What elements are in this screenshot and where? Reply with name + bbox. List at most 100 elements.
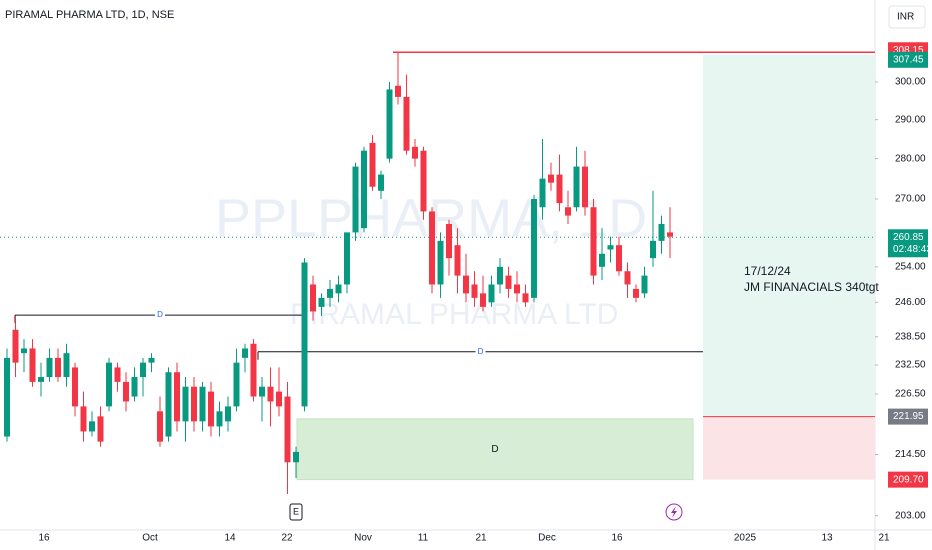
- event-bolt: [671, 506, 677, 518]
- candle-body: [89, 421, 95, 432]
- candle-body: [471, 284, 478, 298]
- price-badge: [888, 471, 928, 488]
- last-price-label: 260.85: [893, 232, 924, 243]
- price-badge: [888, 51, 928, 68]
- candle-body: [361, 150, 367, 229]
- candle-body: [437, 240, 444, 285]
- candle-body: [72, 367, 78, 407]
- currency-button[interactable]: [888, 5, 926, 29]
- candle-body: [208, 391, 214, 427]
- candle-body: [624, 271, 631, 285]
- candle-body: [658, 223, 665, 241]
- x-tick-label: 21: [475, 533, 487, 544]
- candle-body: [463, 275, 469, 294]
- watermark-subtitle: PIRAMAL PHARMA LTD: [290, 298, 618, 331]
- candle-body: [446, 223, 452, 259]
- y-tick-label: 280.00: [895, 153, 926, 164]
- x-tick-label: Nov: [354, 533, 372, 544]
- d-label-bg: [155, 309, 165, 322]
- y-tick-label: 238.50: [895, 331, 926, 342]
- y-tick-label: 290.00: [895, 114, 926, 125]
- candle-body: [454, 245, 461, 276]
- annotation: 17/12/24: [744, 264, 791, 278]
- candle-body: [259, 386, 265, 397]
- candle-body: [276, 391, 282, 407]
- x-tick-label: Oct: [142, 533, 158, 544]
- candle-body: [548, 174, 554, 183]
- annotation: JM FINANACIALS 340tgt: [744, 280, 879, 294]
- candle-body: [412, 146, 418, 159]
- price-badge: [888, 408, 928, 425]
- candle-body: [607, 245, 614, 250]
- candle-body: [199, 386, 206, 422]
- x-tick-label: 2025: [734, 533, 757, 544]
- candle-body: [242, 348, 248, 358]
- x-tick-label: 11: [418, 533, 429, 544]
- zone-label: D: [491, 444, 498, 455]
- candle-body: [378, 174, 384, 191]
- price-badge-label: 209.70: [893, 474, 924, 485]
- candle-body: [267, 386, 274, 402]
- x-tick-label: 16: [611, 533, 623, 544]
- currency-label[interactable]: INR: [897, 12, 914, 23]
- candle-body: [250, 343, 257, 397]
- d-label: D: [157, 310, 163, 319]
- candle-body: [140, 362, 146, 378]
- candle-body: [21, 348, 27, 354]
- candle-body: [38, 377, 44, 382]
- candle-body: [12, 329, 19, 363]
- candle-body: [97, 416, 104, 442]
- candle-body: [55, 357, 61, 378]
- price-badge-label: 221.95: [893, 411, 924, 422]
- x-tick-label: 13: [821, 533, 833, 544]
- d-label: D: [478, 347, 484, 356]
- candle-body: [539, 178, 546, 208]
- candle-body: [310, 284, 316, 312]
- y-tick-label: 300.00: [895, 77, 926, 88]
- candle-body: [233, 362, 240, 407]
- earnings-label: E: [293, 506, 299, 516]
- countdown: 02:48:43: [893, 244, 932, 255]
- y-tick-label: 232.50: [895, 360, 926, 371]
- candle-body: [395, 85, 401, 97]
- y-tick-label: 270.00: [895, 194, 926, 205]
- candle-body: [335, 284, 342, 294]
- x-tick-label: Dec: [538, 533, 556, 544]
- x-tick-label: 16: [38, 533, 50, 544]
- candle-body: [293, 451, 299, 463]
- d-label-bg: [475, 345, 486, 358]
- candle-body: [531, 199, 537, 298]
- candle-body: [344, 232, 350, 285]
- candle-body: [80, 406, 87, 432]
- candle-body: [497, 266, 503, 285]
- candle-body: [225, 406, 231, 422]
- candle-body: [565, 207, 571, 216]
- candle-body: [148, 357, 155, 363]
- candle-body: [318, 297, 325, 307]
- candle-body: [480, 293, 486, 307]
- candle-body: [165, 372, 172, 437]
- x-tick-label: 21: [878, 533, 890, 544]
- candle-body: [114, 367, 121, 382]
- candle-body: [63, 353, 70, 378]
- candle-body: [4, 357, 10, 437]
- candle-body: [352, 166, 359, 233]
- candle-body: [123, 381, 129, 402]
- x-tick-label: 22: [281, 533, 293, 544]
- candle-body: [420, 150, 427, 212]
- earnings-badge: [289, 503, 303, 521]
- candle-body: [301, 262, 308, 407]
- candle-body: [505, 275, 512, 289]
- candle-body: [131, 377, 138, 397]
- x-tick-label: 14: [224, 533, 236, 544]
- candle-body: [522, 293, 529, 303]
- candle-body: [29, 348, 36, 382]
- candle-body: [633, 288, 639, 298]
- candle-body: [157, 411, 163, 442]
- candle-body: [106, 362, 112, 407]
- candle-body: [599, 253, 605, 267]
- demand-zone: [296, 418, 694, 481]
- plot-area: D D 17/12/24 JM FINANACIALS 340tgt E: [0, 51, 879, 521]
